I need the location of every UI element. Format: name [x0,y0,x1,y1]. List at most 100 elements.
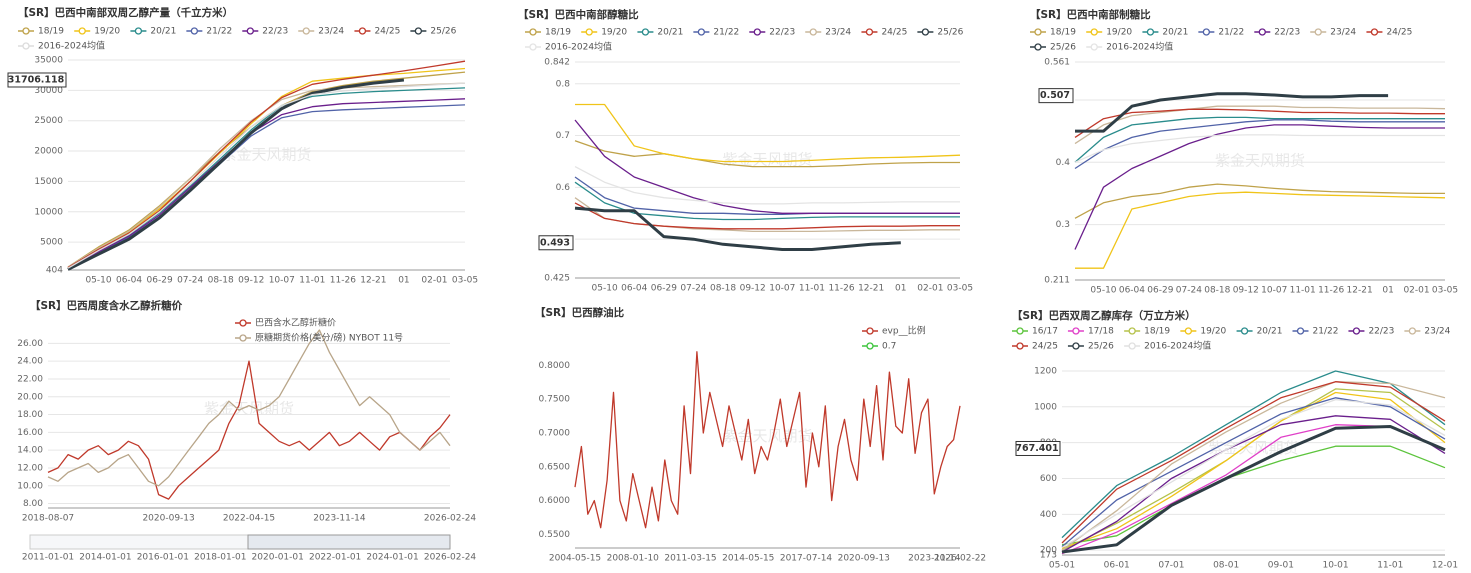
legend-dot [1128,327,1136,335]
watermark: 紫金天风期货 [722,151,812,169]
x-tick-label: 06-04 [1119,286,1145,296]
legend-dot [641,28,650,36]
x-tick-label: 03-05 [1432,286,1458,296]
x-tick-label: 09-12 [740,284,766,294]
legend-dot [1296,327,1305,335]
x-tick-label: 12-21 [858,284,884,294]
x-tick-label: 08-01 [1213,561,1239,571]
x-tick-label: 03-05 [452,276,478,286]
zoom-label: 2011-01-01 [22,553,74,563]
series-line [1074,134,1445,163]
legend-label: 20/21 [657,28,683,38]
x-tick-label: 05-10 [1090,286,1116,296]
legend-label: 25/26 [1088,342,1114,352]
series-line [1075,191,1446,269]
legend-label: 21/22 [1313,327,1339,337]
y-tick-label: 0.211 [1044,276,1070,286]
x-tick-label: 03-05 [947,284,973,294]
series-line [1075,92,1389,133]
x-tick-label: 05-01 [1049,561,1075,571]
zoom-label: 2024-01-01 [366,553,418,563]
legend-label: 24/25 [1386,28,1412,38]
y-tick-label: 1000 [1034,402,1057,412]
marker-box [538,235,574,251]
y-tick-label: 20.00 [17,392,43,402]
legend-label: 22/23 [262,27,288,37]
x-tick-label: 2011-03-15 [664,554,716,564]
legend-label: 24/25 [1032,342,1058,352]
legend-label: 23/24 [318,27,344,37]
zoom-label: 2014-01-01 [79,553,131,563]
y-tick-label: 30000 [34,86,63,96]
chart-title: 【SR】巴西周度含水乙醇折糖价 [30,299,183,312]
legend-dot [1352,327,1361,335]
y-tick-label: 404 [46,266,63,276]
series-line [67,60,466,269]
series-line [574,119,960,214]
y-tick-label: 10.00 [17,481,43,491]
series-line [575,103,961,163]
legend-dot [809,28,817,36]
series-line [67,98,466,270]
zoom-label: 2026-02-24 [424,553,477,563]
x-tick-label: 06-29 [147,276,173,286]
legend-dot [358,27,367,35]
x-tick-label: 2017-07-14 [780,554,833,564]
legend-dot [753,28,761,36]
series-line [1074,183,1445,219]
legend-label: 25/26 [430,27,456,37]
legend-dot [78,27,86,35]
zoom-label: 2018-01-01 [194,553,246,563]
x-tick-label: 07-24 [177,276,203,286]
legend-label: 23/24 [825,28,851,38]
legend-label: 2016-2024均值 [38,40,105,52]
series-line [47,329,451,487]
x-tick-label: 12-21 [360,276,386,286]
x-tick-label: 08-18 [710,284,736,294]
legend-dot [1016,342,1024,350]
y-tick-label: 14.00 [17,446,43,456]
legend-label: 25/26 [1050,43,1076,53]
legend-label: 20/21 [1162,28,1188,38]
x-tick-label: 05-10 [592,284,618,294]
x-tick-label: 12-01 [1432,561,1458,571]
legend-label: 18/19 [1050,28,1076,38]
legend-dot [585,28,593,36]
legend-dot [1240,327,1249,335]
x-tick-label: 11-26 [828,284,854,294]
x-tick-label: 11-01 [299,276,325,286]
watermark: 紫金天风期货 [1215,152,1305,170]
legend-dot [1072,327,1080,335]
zoom-label: 2022-01-01 [309,553,361,563]
series-line [574,206,901,251]
marker-box [1015,440,1061,456]
legend-dot [1072,342,1080,350]
y-tick-label: 0.7 [556,131,570,141]
y-tick-label: 25000 [34,116,63,126]
y-tick-label: 12.00 [17,463,43,473]
marker-label: 0.507 [1040,90,1070,101]
x-tick-label: 06-29 [651,284,677,294]
x-tick-label: 11-01 [1377,561,1403,571]
legend-dot [1184,327,1193,335]
x-tick-label: 11-26 [330,276,356,286]
x-tick-label: 02-01 [421,276,447,286]
x-tick-label: 11-26 [1318,286,1344,296]
y-tick-label: 400 [1040,510,1057,520]
marker-label: 0.493 [540,237,570,248]
legend-dot [866,327,874,335]
y-tick-label: 8.00 [23,499,43,509]
legend-dot [1202,28,1211,36]
x-tick-label: 07-24 [1176,286,1202,296]
y-tick-label: 0.7000 [539,428,571,438]
y-tick-label: 0.6500 [539,462,571,472]
legend-label: 23/24 [1424,327,1450,337]
legend-label: 19/20 [1200,327,1226,337]
series-line [1074,116,1445,163]
legend-dot [921,28,930,36]
y-tick-label: 0.3 [1056,220,1070,230]
chart-title: 【SR】巴西中南部醇糖比 [518,8,639,21]
x-tick-label: 2004-05-15 [549,554,601,564]
legend-dot [239,319,247,327]
y-tick-label: 0.8000 [539,361,571,371]
